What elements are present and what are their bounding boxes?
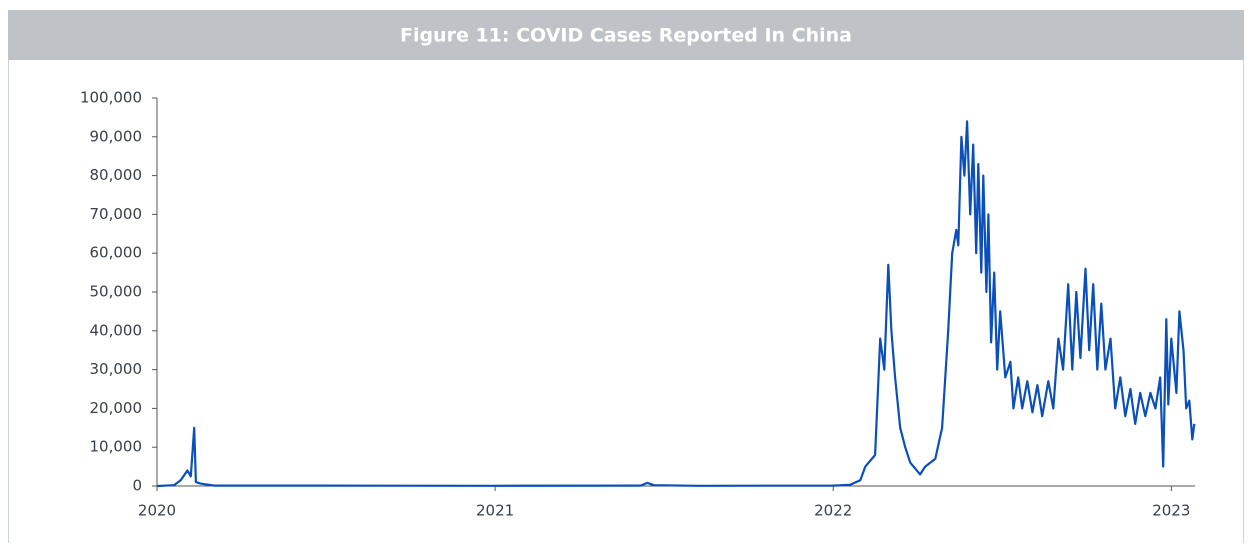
y-tick-label: 80,000 [90,166,143,184]
x-tick-label: 2023 [1152,502,1190,520]
y-tick-label: 40,000 [90,321,143,339]
y-tick-label: 50,000 [90,283,143,301]
y-tick-label: 30,000 [90,360,143,378]
y-tick-label: 90,000 [90,127,143,145]
y-tick-label: 20,000 [90,399,143,417]
y-tick-label: 70,000 [90,205,143,223]
y-tick-label: 60,000 [90,244,143,262]
x-tick-label: 2022 [814,502,852,520]
header-bar [8,10,1244,60]
x-tick-label: 2020 [138,502,176,520]
data-line [156,120,1196,488]
y-tick-label: 100,000 [80,89,142,107]
x-tick-label: 2021 [476,502,514,520]
y-tick-label: 0 [132,477,142,495]
chart-title: Figure 11: COVID Cases Reported In China [400,25,852,47]
y-tick-label: 10,000 [90,438,143,456]
